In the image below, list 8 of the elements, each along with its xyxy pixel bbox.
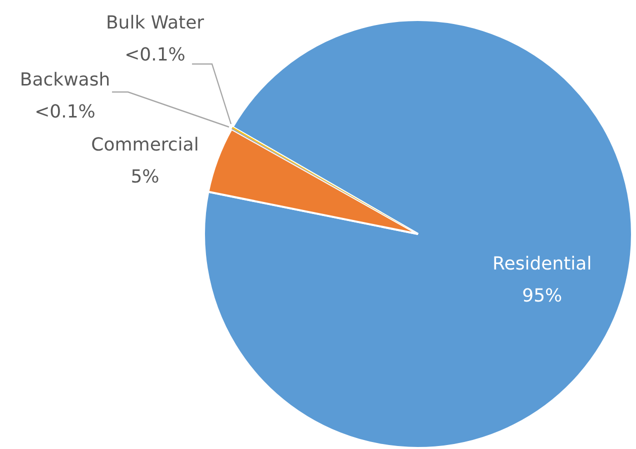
slice-label: Commercial <box>91 134 199 156</box>
data-label: 5% <box>130 166 160 188</box>
data-label: <0.1% <box>34 102 96 123</box>
slice-label: Bulk Water <box>106 12 205 34</box>
data-label: <0.1% <box>124 44 186 66</box>
slice-label: Backwash <box>20 70 110 91</box>
data-label: 95% <box>522 286 562 307</box>
slice-label: Residential <box>492 254 592 275</box>
